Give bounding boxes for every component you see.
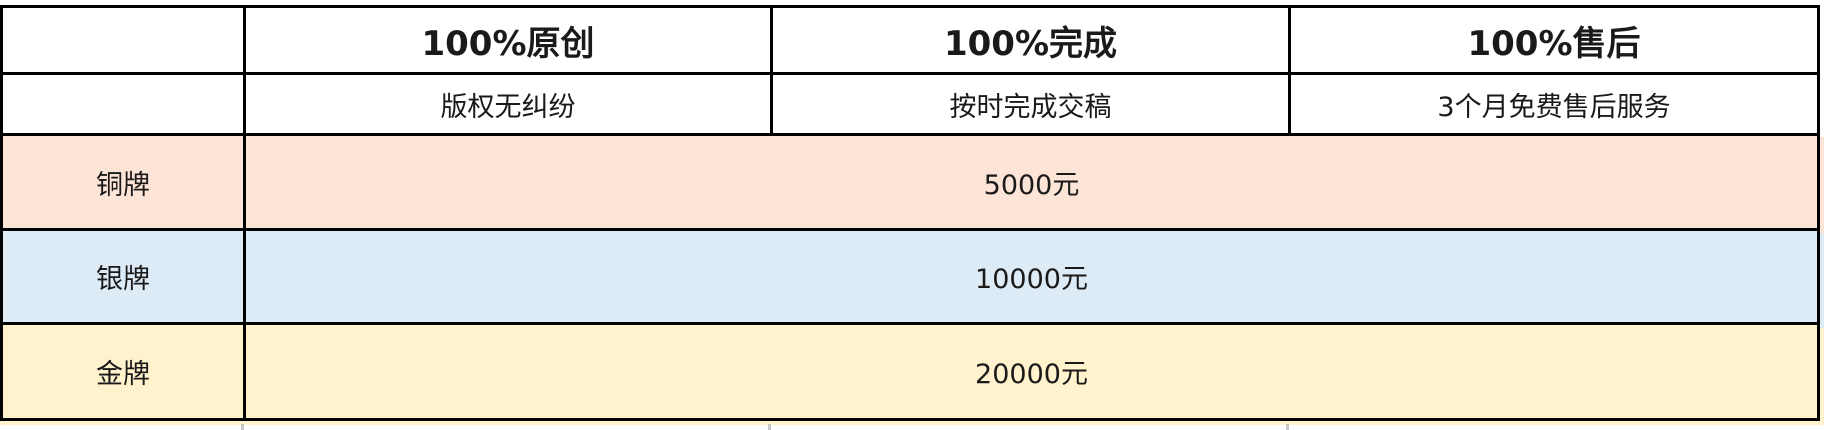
tier-row-gold: 金牌 20000元 bbox=[0, 322, 1820, 421]
gridline-stub-1 bbox=[241, 424, 244, 430]
subheader-cell-empty[interactable] bbox=[0, 72, 246, 136]
tier-name-bronze[interactable]: 铜牌 bbox=[0, 133, 246, 231]
tier-price-bronze[interactable]: 5000元 bbox=[243, 133, 1820, 231]
tier-row-bronze: 铜牌 5000元 bbox=[0, 133, 1820, 231]
header-cell-aftersales[interactable]: 100%售后 bbox=[1288, 5, 1820, 75]
header-row: 100%原创 100%完成 100%售后 bbox=[0, 5, 1820, 75]
subheader-row: 版权无纠纷 按时完成交稿 3个月免费售后服务 bbox=[0, 72, 1820, 136]
header-cell-completion[interactable]: 100%完成 bbox=[770, 5, 1291, 75]
header-cell-original[interactable]: 100%原创 bbox=[243, 5, 773, 75]
gridline-stub-2 bbox=[768, 424, 771, 430]
subheader-cell-original[interactable]: 版权无纠纷 bbox=[243, 72, 773, 136]
header-cell-empty[interactable] bbox=[0, 5, 246, 75]
tier-price-gold[interactable]: 20000元 bbox=[243, 322, 1820, 421]
gridline-stub-3 bbox=[1286, 424, 1289, 430]
tier-name-silver[interactable]: 银牌 bbox=[0, 228, 246, 325]
tier-row-silver: 银牌 10000元 bbox=[0, 228, 1820, 325]
subheader-cell-aftersales[interactable]: 3个月免费售后服务 bbox=[1288, 72, 1820, 136]
pricing-table: 100%原创 100%完成 100%售后 版权无纠纷 按时完成交稿 3个月免费售… bbox=[0, 5, 1820, 421]
subheader-cell-completion[interactable]: 按时完成交稿 bbox=[770, 72, 1291, 136]
tier-name-gold[interactable]: 金牌 bbox=[0, 322, 246, 421]
tier-price-silver[interactable]: 10000元 bbox=[243, 228, 1820, 325]
